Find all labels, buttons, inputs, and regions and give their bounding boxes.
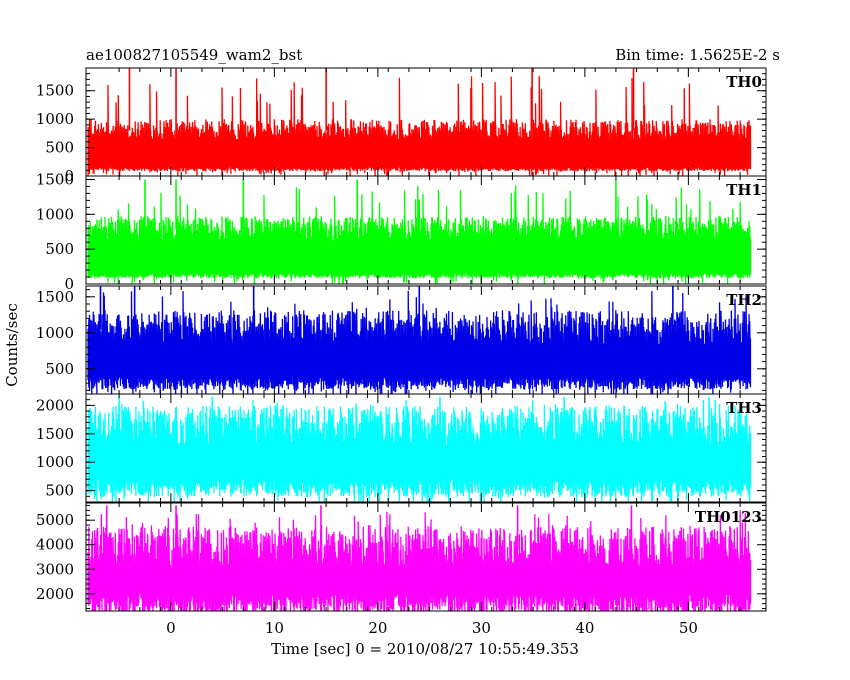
y-tick-label: 1000 xyxy=(36,205,74,223)
y-tick-label: 0 xyxy=(64,167,74,185)
x-tick-label: 40 xyxy=(575,619,594,637)
x-tick-labels: 0 10 20 30 40 50 xyxy=(166,619,698,637)
chart-title: ae100827105549_wam2_bst xyxy=(86,46,302,64)
panel-th2: 500 1000 1500 TH2 xyxy=(36,285,767,395)
y-tick-label: 4000 xyxy=(36,536,74,554)
y-tick-label: 1500 xyxy=(36,425,74,443)
series-label-th1: TH1 xyxy=(726,181,762,199)
y-tick-label: 1500 xyxy=(36,82,74,100)
panel-th0123: 2000 3000 4000 5000 TH0123 xyxy=(36,502,767,612)
y-tick-label: 500 xyxy=(45,482,74,500)
series-trace-th3 xyxy=(87,399,752,502)
x-axis-label: Time [sec] 0 = 2010/08/27 10:55:49.353 xyxy=(271,640,579,658)
series-label-th2: TH2 xyxy=(726,291,762,309)
y-tick-label: 2000 xyxy=(36,396,74,414)
y-tick-label: 500 xyxy=(45,240,74,258)
bin-time-label: Bin time: 1.5625E-2 s xyxy=(615,46,780,64)
x-tick-label: 10 xyxy=(265,619,284,637)
y-tick-label: 1000 xyxy=(36,110,74,128)
y-tick-label: 2000 xyxy=(36,585,74,603)
x-tick-label: 30 xyxy=(472,619,491,637)
y-tick-label: 5000 xyxy=(36,511,74,529)
panel-th3: 500 1000 1500 2000 TH3 xyxy=(36,393,767,503)
panel-frame xyxy=(85,502,767,612)
series-trace-th0123 xyxy=(87,510,752,611)
y-tick-label: 500 xyxy=(45,360,74,378)
x-tick-label: 50 xyxy=(679,619,698,637)
series-label-th3: TH3 xyxy=(726,399,762,417)
y-tick-label: 1500 xyxy=(36,288,74,306)
x-tick-label: 0 xyxy=(166,619,176,637)
series-label-th0123: TH0123 xyxy=(695,508,762,526)
series-trace-th0 xyxy=(87,76,752,176)
y-tick-label: 500 xyxy=(45,139,74,157)
y-tick-label: 1000 xyxy=(36,324,74,342)
series-trace-th2 xyxy=(87,290,752,394)
y-tick-label: 0 xyxy=(64,275,74,293)
series-trace-th1 xyxy=(87,185,752,284)
panels: 0 500 1000 1500 TH0 0 500 1000 1500 TH1 500 1000 150… xyxy=(36,67,767,612)
panel-th1: 0 500 1000 1500 TH1 xyxy=(36,170,767,293)
panel-th0: 0 500 1000 1500 TH0 xyxy=(36,67,767,185)
panel-frame xyxy=(85,175,767,285)
y-tick-label: 1000 xyxy=(36,453,74,471)
y-tick-label: 3000 xyxy=(36,560,74,578)
series-label-th0: TH0 xyxy=(726,73,762,91)
y-axis-label: Counts/sec xyxy=(3,303,21,387)
x-tick-label: 20 xyxy=(368,619,387,637)
y-tick-label: 1500 xyxy=(36,170,74,188)
panel-frame xyxy=(85,393,767,503)
